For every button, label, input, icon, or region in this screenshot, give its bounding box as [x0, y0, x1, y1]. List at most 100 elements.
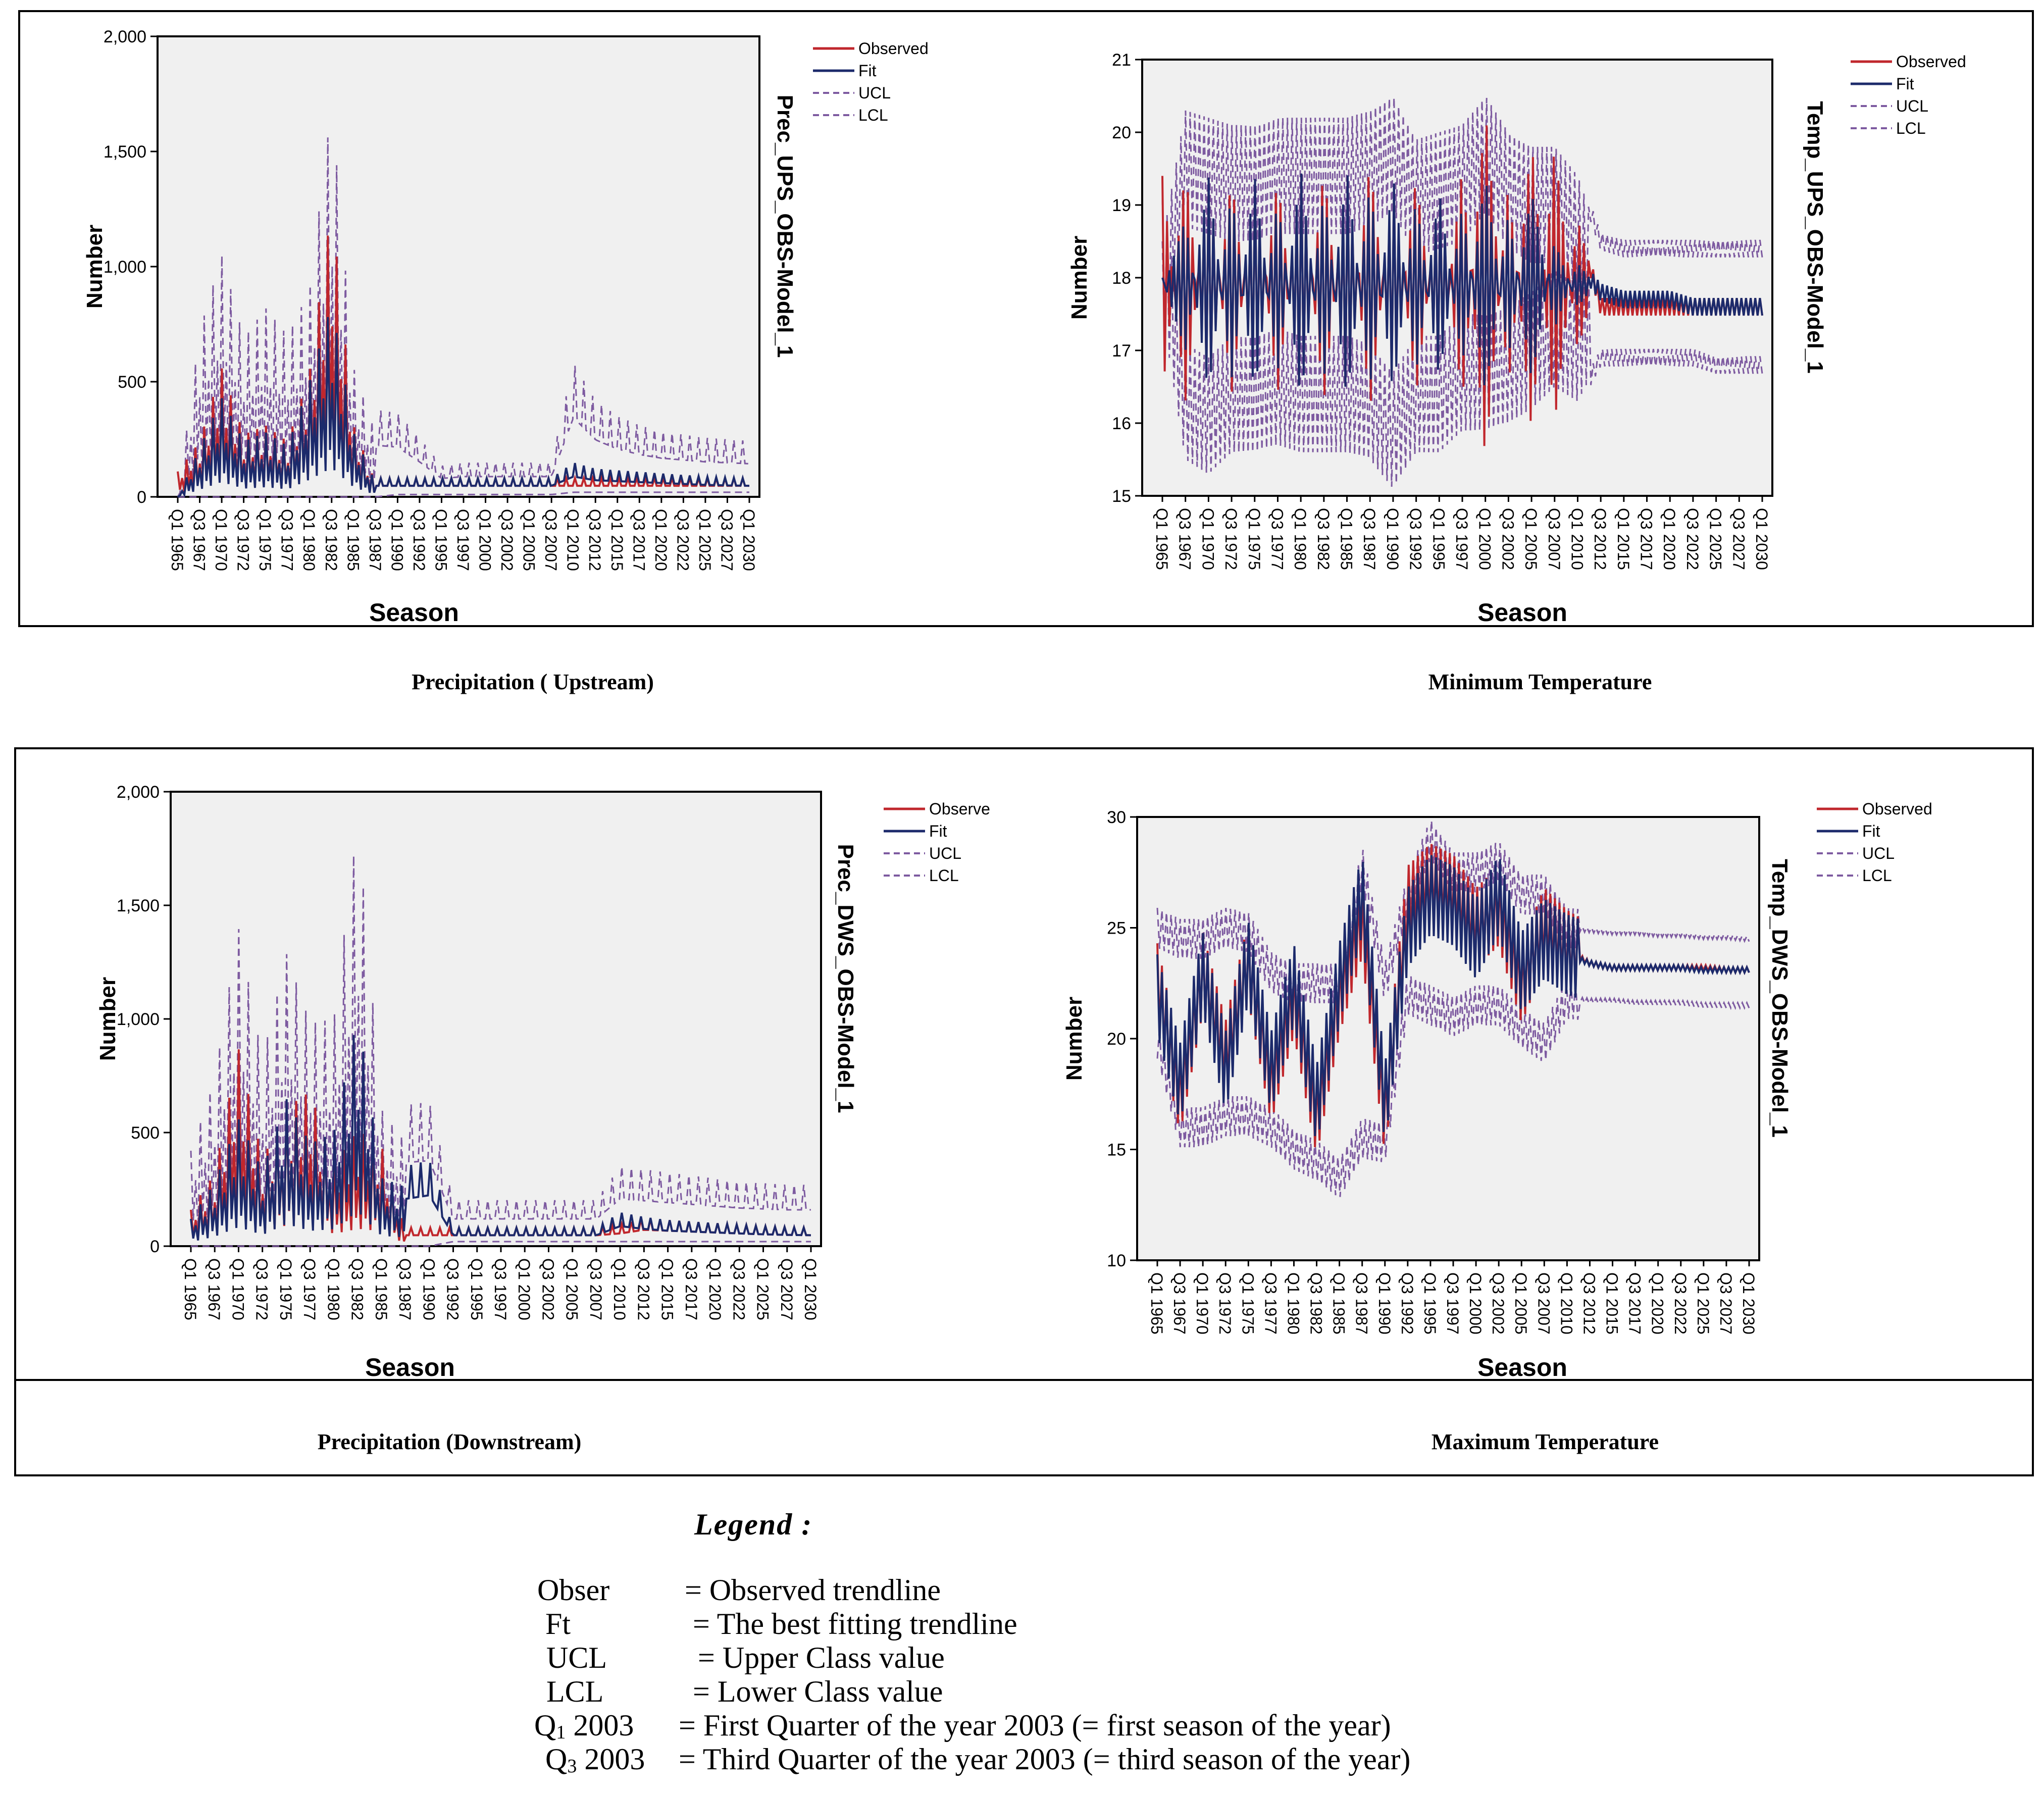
x-tick-label: Q1 1985: [372, 1258, 390, 1320]
model-label: Prec_DWS_OBS-Model_1: [833, 844, 858, 1113]
x-tick-label: Q3 2022: [1671, 1272, 1690, 1335]
x-tick-label: Q3 1997: [491, 1258, 509, 1320]
legend-label-observed: Observed: [858, 39, 929, 58]
x-tick-label: Q3 1992: [444, 1258, 462, 1320]
y-tick-label: 2,000: [117, 783, 160, 802]
x-tick-label: Q3 2002: [1489, 1272, 1507, 1335]
x-tick-label: Q3 1982: [1314, 508, 1333, 570]
series-line-fit: [1161, 173, 1763, 387]
series-line-fit: [1156, 855, 1750, 1137]
legend-label-ucl: UCL: [1896, 97, 1928, 115]
legend-label-observed: Observe: [929, 800, 990, 818]
x-tick-label: Q3 2007: [587, 1258, 605, 1320]
x-tick-label: Q1 2020: [652, 509, 670, 571]
series-line-fit: [177, 317, 750, 498]
y-axis-label: Number: [1062, 997, 1087, 1081]
x-tick-label: Q3 1977: [1261, 1272, 1280, 1335]
x-tick-label: Q3 1982: [348, 1258, 367, 1320]
x-tick-label: Q3 2012: [586, 509, 604, 571]
legend-label-lcl: LCL: [929, 866, 959, 885]
y-tick-label: 0: [150, 1237, 160, 1256]
x-tick-label: Q1 2020: [706, 1258, 724, 1320]
x-tick-label: Q1 1970: [1199, 508, 1217, 570]
x-tick-label: Q1 1965: [168, 509, 186, 571]
x-tick-label: Q3 1997: [454, 509, 472, 571]
x-tick-label: Q3 1967: [1176, 508, 1194, 570]
x-tick-label: Q3 1972: [234, 509, 252, 571]
y-tick-label: 19: [1112, 196, 1131, 215]
x-tick-label: Q3 2027: [1717, 1272, 1735, 1335]
x-tick-label: Q1 1990: [388, 509, 406, 571]
x-tick-label: Q1 2015: [1614, 508, 1632, 570]
x-tick-label: Q3 2002: [498, 509, 516, 571]
x-tick-label: Q1 2010: [564, 509, 582, 571]
x-tick-label: Q3 2022: [674, 509, 692, 571]
footer-desc: = Observed trendline: [685, 1573, 941, 1607]
x-tick-label: Q3 1967: [1170, 1272, 1189, 1335]
legend-label-lcl: LCL: [1862, 866, 1892, 885]
y-tick-label: 1,000: [117, 1010, 160, 1029]
x-tick-label: Q3 2002: [1499, 508, 1517, 570]
x-tick-label: Q3 2002: [539, 1258, 557, 1320]
y-tick-label: 20: [1112, 123, 1131, 142]
y-tick-label: 30: [1107, 808, 1126, 827]
legend-label-fit: Fit: [1862, 822, 1880, 840]
x-tick-label: Q1 2030: [740, 509, 758, 571]
x-tick-label: Q3 1972: [1216, 1272, 1234, 1335]
x-tick-label: Q1 1970: [212, 509, 230, 571]
x-tick-label: Q1 2015: [1603, 1272, 1621, 1335]
panel-caption: Precipitation ( Upstream): [412, 670, 654, 694]
x-tick-label: Q3 1987: [1353, 1272, 1371, 1335]
footer-key: LCL: [546, 1675, 604, 1708]
footer-desc: = Lower Class value: [693, 1675, 943, 1708]
y-tick-label: 20: [1107, 1030, 1126, 1049]
x-tick-label: Q1 2005: [520, 509, 538, 571]
x-tick-label: Q1 2020: [1649, 1272, 1667, 1335]
series-line-lcl: [191, 1241, 811, 1247]
model-label: Temp_UPS_OBS-Model_1: [1803, 101, 1827, 374]
x-tick-label: Q3 1997: [1453, 508, 1471, 570]
x-tick-label: Q1 2010: [1557, 1272, 1575, 1335]
footer-key: Ft: [545, 1607, 571, 1641]
y-tick-label: 10: [1107, 1251, 1126, 1270]
x-tick-label: Q3 2012: [1580, 1272, 1598, 1335]
model-label: Temp_DWS_OBS-Model_1: [1767, 859, 1792, 1138]
x-tick-label: Q1 1985: [344, 509, 362, 571]
x-tick-label: Q3 2017: [1638, 508, 1656, 570]
y-tick-label: 1,000: [104, 258, 146, 277]
x-tick-label: Q1 1970: [1193, 1272, 1211, 1335]
x-tick-label: Q1 2005: [1522, 508, 1540, 570]
y-tick-label: 15: [1112, 487, 1131, 506]
legend-label-lcl: LCL: [858, 106, 888, 124]
model-label: Prec_UPS_OBS-Model_1: [773, 95, 797, 358]
plot-area: [157, 35, 760, 498]
y-tick-label: 16: [1112, 414, 1131, 433]
x-tick-label: Q1 1995: [468, 1258, 486, 1320]
y-tick-label: 17: [1112, 341, 1131, 361]
x-axis-label: Season: [369, 598, 459, 627]
legend-label-observed: Observed: [1862, 800, 1932, 818]
y-tick-label: 21: [1112, 50, 1131, 70]
x-tick-label: Q1 1995: [1429, 508, 1448, 570]
legend-label-fit: Fit: [929, 822, 947, 840]
y-axis-label: Number: [95, 977, 120, 1061]
x-tick-label: Q1 1975: [1245, 508, 1263, 570]
x-tick-label: Q1 1965: [1153, 508, 1171, 570]
x-tick-label: Q1 2030: [1740, 1272, 1758, 1335]
x-tick-label: Q1 2020: [1660, 508, 1678, 570]
y-axis-label: Number: [1067, 236, 1092, 320]
series-line-ucl: [1161, 97, 1763, 345]
chart-min-temp: 15 16 17 18 19 20 21 Q1 1965 Q3 1967 Q1 1970 Q3 19…: [1067, 50, 1966, 694]
x-tick-label: Q1 1965: [181, 1258, 199, 1320]
footer-desc: = Upper Class value: [698, 1641, 945, 1674]
x-tick-label: Q1 2005: [1512, 1272, 1530, 1335]
chart-precip-downstream: 0 500 1,000 1,500 2,000 Q1 1965 Q3 1967 Q1 1970…: [95, 783, 990, 1454]
series-line-lcl: [178, 491, 749, 498]
legend-label-fit: Fit: [858, 62, 877, 80]
y-tick-label: 0: [137, 488, 146, 507]
y-tick-label: 500: [118, 373, 146, 392]
x-tick-label: Q3 2027: [1729, 508, 1748, 570]
x-tick-label: Q3 1992: [1398, 1272, 1416, 1335]
y-tick-label: 15: [1107, 1141, 1126, 1160]
x-tick-label: Q1 1990: [420, 1258, 438, 1320]
